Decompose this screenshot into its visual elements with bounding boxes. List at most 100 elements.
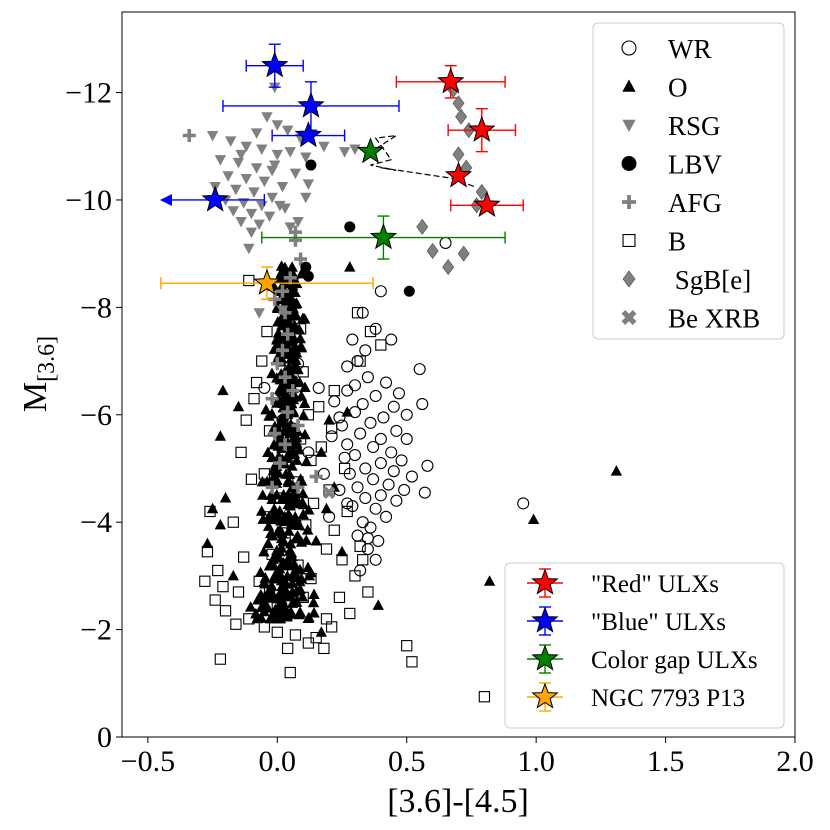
legend-marker: [527, 606, 563, 636]
wr-point: [317, 467, 330, 480]
rsg-point: [253, 219, 265, 231]
rsg-point: [230, 184, 242, 196]
b-point: [302, 409, 315, 421]
o-star-point: [290, 310, 303, 321]
wr-point: [335, 419, 349, 432]
rsg-point: [300, 152, 312, 163]
rsg-point: [349, 144, 361, 155]
y-tick-label: −10: [65, 184, 112, 217]
rsg-point: [266, 192, 278, 204]
o-star-point: [290, 431, 303, 442]
o-star-point: [250, 607, 262, 619]
rsg-point: [258, 176, 271, 188]
b-point: [284, 666, 296, 679]
o-star-point: [261, 475, 273, 486]
wr-point: [359, 344, 372, 357]
o-star-point: [255, 612, 268, 623]
b-point: [302, 637, 315, 649]
rsg-point: [245, 227, 258, 239]
b-point: [209, 594, 221, 606]
b-point: [274, 492, 286, 504]
track-line: [370, 134, 475, 188]
o-point: [320, 502, 333, 514]
wr-point: [341, 360, 354, 373]
o-star-point: [262, 602, 274, 613]
o-star-point: [280, 468, 292, 479]
b-point: [212, 564, 224, 577]
legend-marker: [622, 270, 636, 288]
afg-point: [273, 456, 287, 470]
rsg-point: [248, 187, 260, 198]
b-point: [256, 355, 268, 367]
rsg-point: [302, 179, 315, 190]
legend-label: SgB[e]: [668, 265, 751, 295]
o-star-point: [302, 612, 314, 624]
wr-point: [416, 397, 429, 411]
rsg-point: [284, 222, 296, 233]
rsg-point: [232, 157, 245, 169]
b-point: [219, 605, 232, 617]
afg-point: [283, 271, 297, 285]
rsg-point: [235, 149, 247, 161]
o-star-point: [290, 585, 303, 596]
sgbe-point: [452, 146, 465, 163]
o-star-point: [280, 396, 293, 408]
wr-point: [348, 449, 362, 462]
wr-point: [364, 521, 377, 534]
ulx-series: [160, 266, 374, 301]
b-point: [401, 640, 413, 652]
o-star-point: [274, 373, 286, 385]
afg-point: [278, 437, 292, 451]
b-point: [238, 551, 250, 563]
b-point: [279, 527, 291, 539]
o-star-point: [293, 608, 306, 620]
wr-point: [400, 432, 413, 445]
wr-point: [390, 424, 403, 437]
b-point: [313, 401, 325, 413]
wr-point: [369, 553, 382, 566]
wr-point: [377, 411, 390, 424]
legend-marker: [527, 644, 563, 674]
o-star-point: [253, 593, 265, 605]
wr-point: [374, 432, 387, 445]
legend-box: [504, 562, 785, 729]
rsg-point: [338, 147, 351, 158]
o-star-point: [263, 410, 275, 421]
rsg-point: [250, 128, 263, 139]
o-star-point: [290, 532, 302, 544]
o-point: [610, 465, 623, 476]
afg-point: [270, 357, 284, 371]
b-point: [261, 325, 273, 338]
legend-star-classes: WR O RSG LBV AFG B SgB[e] Be XRB: [592, 22, 785, 340]
o-point: [527, 513, 540, 524]
b-point: [261, 511, 273, 523]
wr-point: [356, 306, 369, 319]
sgbe-point: [452, 95, 465, 112]
wr-point: [346, 333, 359, 346]
b-point: [258, 621, 271, 633]
rsg-point: [269, 82, 281, 94]
o-star-point: [270, 568, 282, 579]
rsg-point: [284, 147, 296, 158]
o-star-point: [286, 447, 298, 458]
o-star-point: [290, 519, 303, 530]
ulx-point: [356, 137, 385, 164]
rsg-point: [289, 168, 302, 180]
o-star-point: [293, 323, 305, 334]
afg-point: [281, 327, 295, 341]
o-star-point: [266, 451, 278, 463]
wr-point: [405, 470, 418, 483]
wr-point: [369, 322, 382, 335]
o-star-point: [293, 443, 305, 455]
afg-point: [278, 306, 292, 320]
afg-point: [278, 370, 292, 384]
b-point: [328, 524, 340, 536]
ulx-point: [222, 81, 400, 131]
rsg-point: [263, 211, 276, 223]
o-star-point: [267, 464, 280, 476]
x-tick-label: 0.5: [388, 745, 426, 778]
wr-point: [374, 457, 387, 470]
x-tick-label: 2.0: [776, 745, 814, 778]
b-point: [320, 543, 333, 555]
legend-label: AFG: [668, 188, 722, 218]
